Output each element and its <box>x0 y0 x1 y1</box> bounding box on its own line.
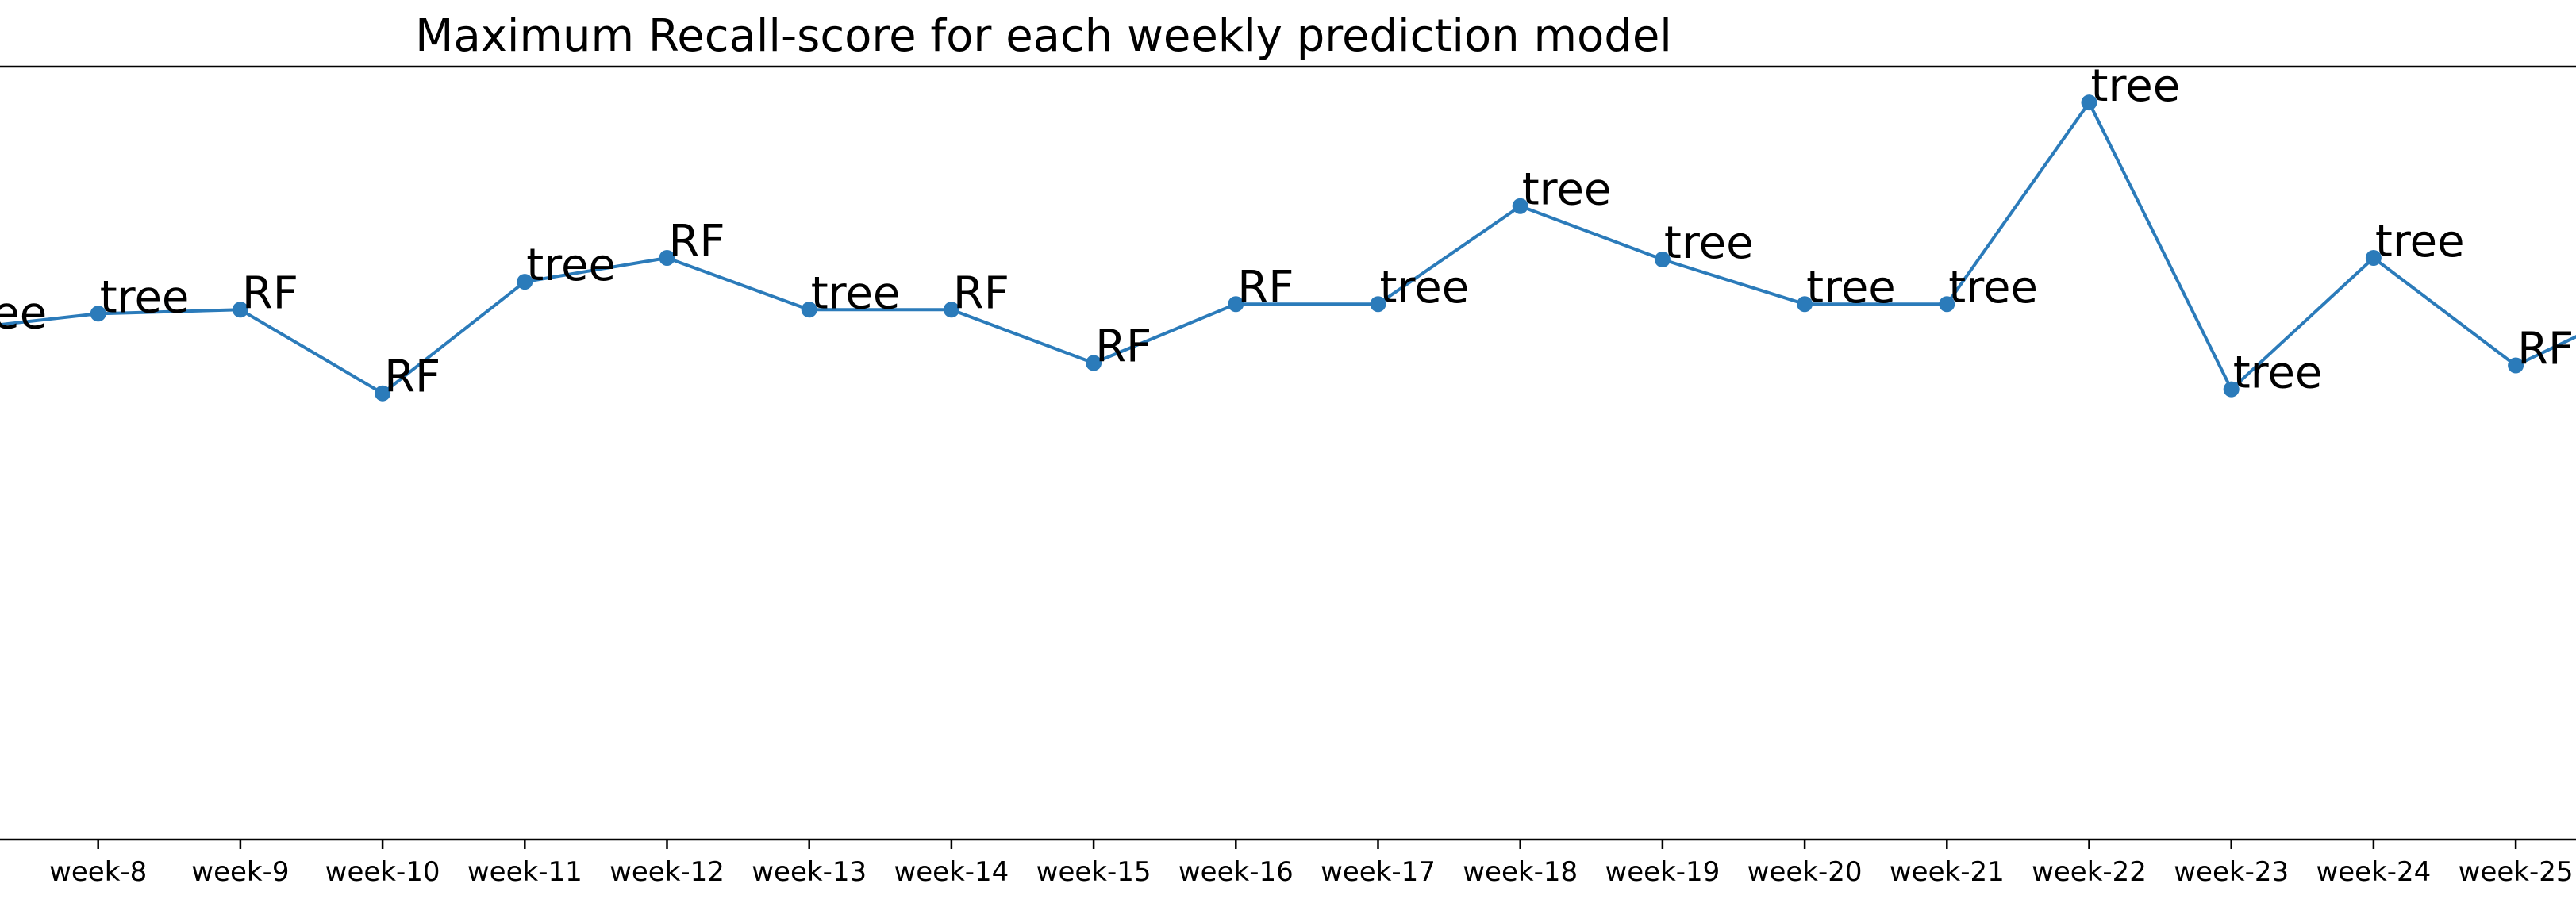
data-point <box>2365 249 2382 266</box>
data-point-label: tree <box>0 287 47 339</box>
x-tick-label: week-22 <box>2032 856 2147 888</box>
x-tick-label: week-19 <box>1605 856 1720 888</box>
data-point-label: tree <box>2375 216 2465 267</box>
data-point-label: tree <box>2233 348 2323 399</box>
data-point <box>1086 355 1102 371</box>
x-tick-label: week-9 <box>191 856 289 888</box>
data-point <box>375 385 391 402</box>
data-point-labels: tree tree RF RF tree RF tree RF RF RF tree tree tree… <box>0 60 2574 403</box>
x-tick-label: week-11 <box>467 856 582 888</box>
x-tick-label: week-24 <box>2316 856 2431 888</box>
data-point <box>1939 296 1955 313</box>
data-point-label: tree <box>100 271 190 323</box>
data-point-label: tree <box>1664 217 1754 269</box>
x-tick-label: week-23 <box>2174 856 2289 888</box>
data-point <box>1370 296 1386 313</box>
data-point-label: RF <box>1095 321 1152 373</box>
x-axis-tick-labels: 7week-8week-9week-10week-11week-12week-1… <box>49 856 2574 888</box>
data-point-label: RF <box>1237 262 1294 313</box>
x-tick-label: week-8 <box>49 856 147 888</box>
data-point-label: tree <box>526 240 616 291</box>
recall-series <box>0 101 2576 395</box>
data-point-label: RF <box>669 216 725 267</box>
x-tick-label: week-17 <box>1321 856 1436 888</box>
data-point <box>2223 381 2240 398</box>
series-line <box>0 101 2576 395</box>
x-tick-label: week-12 <box>609 856 725 888</box>
data-point <box>1797 296 1813 313</box>
data-point-label: tree <box>1806 262 1896 313</box>
data-point <box>943 302 959 318</box>
x-axis-ticks <box>97 840 2517 849</box>
data-point-label: RF <box>2517 324 2574 375</box>
data-point <box>659 249 675 266</box>
chart-title: Maximum Recall-score for each weekly pre… <box>415 10 1672 62</box>
data-point <box>1654 251 1671 267</box>
data-point-label: tree <box>1380 262 1470 313</box>
data-point <box>801 302 817 318</box>
x-tick-label: week-20 <box>1747 856 1863 888</box>
data-point <box>1512 198 1528 214</box>
x-tick-label: week-14 <box>894 856 1009 888</box>
x-tick-label: week-25 <box>2459 856 2574 888</box>
x-tick-label: week-15 <box>1036 856 1152 888</box>
data-points <box>90 94 2524 402</box>
data-point-label: RF <box>953 267 1009 319</box>
data-point-label: RF <box>242 267 298 319</box>
x-tick-label: week-13 <box>752 856 867 888</box>
data-point <box>232 302 248 318</box>
data-point <box>2508 357 2524 374</box>
data-point-label: tree <box>2091 60 2181 112</box>
data-point <box>1228 296 1244 313</box>
data-point <box>2081 94 2097 111</box>
x-tick-label: week-21 <box>1890 856 2005 888</box>
data-point-label: RF <box>384 352 440 403</box>
data-point-label: tree <box>1522 164 1612 216</box>
x-tick-label: week-16 <box>1178 856 1294 888</box>
data-point <box>90 306 106 322</box>
data-point-label: tree <box>1948 262 2038 313</box>
data-point <box>517 274 533 290</box>
data-point-label: tree <box>811 267 901 319</box>
x-tick-label: week-18 <box>1463 856 1578 888</box>
x-tick-label: week-10 <box>325 856 440 888</box>
